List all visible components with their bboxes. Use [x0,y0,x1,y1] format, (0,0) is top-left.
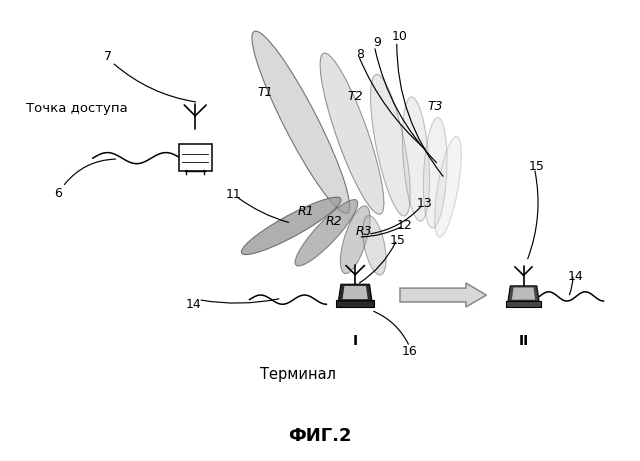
Text: 6: 6 [54,187,61,200]
Text: Точка доступа: Точка доступа [26,102,127,115]
Text: I: I [353,334,358,348]
Ellipse shape [435,136,461,237]
FancyBboxPatch shape [179,144,212,171]
Ellipse shape [371,74,410,216]
Ellipse shape [424,118,447,228]
Text: Терминал: Терминал [260,367,335,382]
Text: R1: R1 [298,205,314,218]
Text: 11: 11 [226,188,241,201]
FancyBboxPatch shape [337,301,374,307]
Ellipse shape [363,216,386,275]
Ellipse shape [320,53,384,214]
Text: 14: 14 [568,270,584,283]
Text: 15: 15 [529,160,544,173]
Text: 10: 10 [392,30,408,43]
Text: R3: R3 [355,225,372,238]
Polygon shape [508,286,539,301]
Text: T3: T3 [428,100,443,112]
Text: 9: 9 [374,36,381,49]
Polygon shape [512,288,535,300]
Text: ФИГ.2: ФИГ.2 [288,426,352,445]
Text: 16: 16 [402,345,417,358]
Text: 7: 7 [104,50,111,63]
Polygon shape [339,284,372,301]
Ellipse shape [295,200,358,266]
Ellipse shape [252,31,349,213]
Text: 14: 14 [186,298,202,311]
Text: 8: 8 [356,48,364,61]
Text: R2: R2 [326,215,342,228]
Text: 15: 15 [390,234,406,247]
Ellipse shape [340,206,370,273]
FancyArrow shape [400,283,486,307]
Text: T1: T1 [258,86,273,99]
Text: 12: 12 [397,219,412,232]
FancyBboxPatch shape [506,301,541,307]
Ellipse shape [403,97,429,221]
Text: II: II [518,334,529,348]
Text: 13: 13 [417,197,432,210]
Ellipse shape [241,197,341,254]
Polygon shape [342,286,368,299]
Text: T2: T2 [348,90,363,103]
